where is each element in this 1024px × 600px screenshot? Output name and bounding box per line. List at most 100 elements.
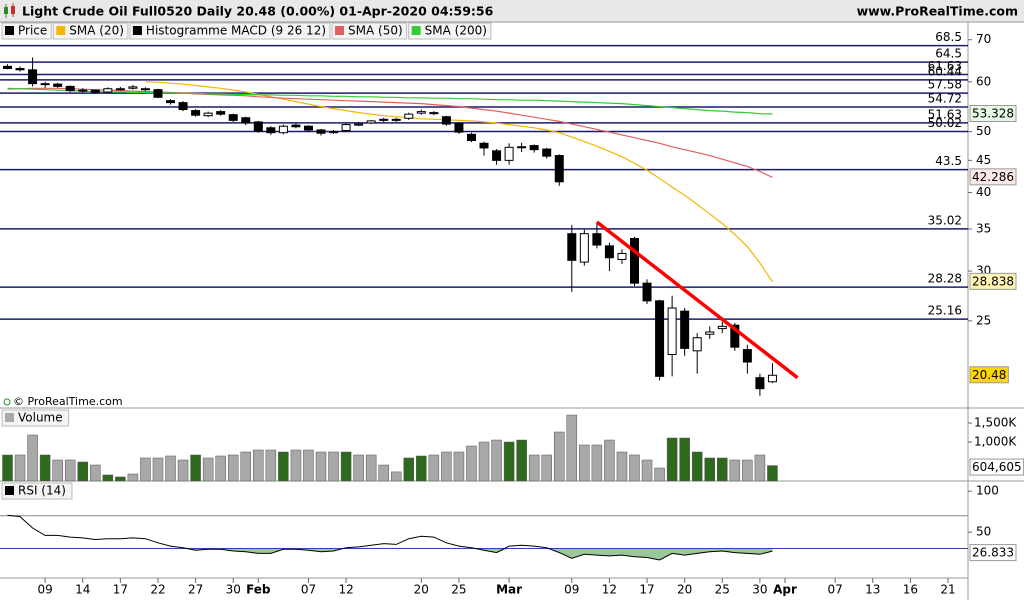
volume-bar [90,464,101,482]
y-tick-label: 50 [976,525,991,539]
volume-bar [453,451,465,482]
last-value: 26.833 [972,546,1014,560]
volume-bar [491,439,502,482]
volume-bar [27,434,38,482]
volume-bar [115,476,126,482]
volume-bar [503,441,515,482]
candle-body [529,145,539,151]
sma-line [145,81,773,283]
last-value: 28.838 [972,274,1014,288]
candle-body [266,127,276,134]
candle-body [291,124,301,128]
candle-body [730,324,740,348]
volume-bar [353,454,364,482]
candle-body [278,125,288,134]
volume-bar [441,451,452,482]
volume-bar [39,454,51,482]
copyright: © ProRealTime.com [13,395,123,408]
volume-bar [616,451,628,482]
candle-body [579,233,589,263]
candle-body [40,83,50,86]
legend-swatch [132,26,142,35]
value-box [969,366,1009,384]
candle-body [78,89,88,92]
volume-bar [140,457,151,482]
legend-label: SMA (20) [69,24,124,38]
value-box [969,105,1017,123]
candle-body [316,129,326,134]
candle-body [592,233,602,246]
x-tick-label: 22 [150,583,165,597]
candle-body [153,89,163,98]
x-tick-label: 09 [564,583,579,597]
candle-body [692,337,702,352]
logo [3,398,11,406]
level-label: 50.02 [928,116,962,130]
level-label: 64.5 [935,47,962,61]
volume-bar [579,444,590,482]
candle-body [303,125,313,131]
candle-body [140,88,150,91]
candle-body [542,148,552,157]
rsi-line [7,514,773,561]
candle-body [755,377,765,390]
volume-bar [14,454,26,482]
volume-bar [190,454,201,482]
header-site[interactable]: www.ProRealTime.com [857,4,1018,19]
y-tick-label: 45 [976,153,991,167]
legend-swatch [335,26,345,35]
volume-bar [516,439,527,482]
x-tick-label: Feb [246,583,271,597]
volume-bar [215,455,226,482]
last-value: 604,605 [972,460,1022,474]
candle-body [630,237,639,284]
candle-body [90,89,100,93]
y-tick-label: 70 [976,32,991,46]
header-title: Light Crude Oil Full0520 Daily 20.48 (0.… [22,4,494,19]
x-tick-label: 20 [414,583,429,597]
volume-bar [416,455,427,482]
last-value: 53.328 [972,107,1014,121]
candle-body [166,100,176,104]
candle-body [241,117,251,124]
level-label: 25.16 [928,304,962,318]
level-label: 54.72 [928,91,962,105]
candle-body [705,331,715,335]
level-label: 61.63 [928,59,962,73]
candle-body [617,252,627,260]
candle-body [441,116,451,125]
level-label: 60.44 [928,64,962,78]
volume-bar [629,454,640,482]
volume-bar [729,459,741,482]
candle-body [128,86,138,89]
panel-title: Volume [18,411,63,425]
volume-bar [528,454,540,482]
x-tick-label: 30 [226,583,241,597]
legend-item [408,22,492,40]
legend-item [1,22,52,40]
last-value: 20.48 [972,368,1006,382]
candle-body [53,83,63,87]
candle-body [742,349,752,363]
volume-bar [340,451,352,482]
candle-body [3,65,12,70]
candle-body [454,123,464,133]
candle-body [15,68,25,71]
sma-line [7,87,773,178]
volume-bar [290,449,302,482]
candle-body [253,121,263,132]
volume-bar [253,449,264,482]
x-tick-label: 20 [677,583,692,597]
candle-body [604,245,614,259]
x-tick-label: 09 [37,583,52,597]
legend-item [1,482,73,500]
legend-swatch [411,26,421,35]
candle-body [416,111,426,114]
volume-bar [566,414,578,482]
x-tick-label: 17 [113,583,128,597]
candle-body [228,114,238,121]
candle-body [642,282,652,302]
x-tick-label: 07 [301,583,316,597]
candle-body [466,133,476,141]
level-label: 28.28 [928,272,962,286]
